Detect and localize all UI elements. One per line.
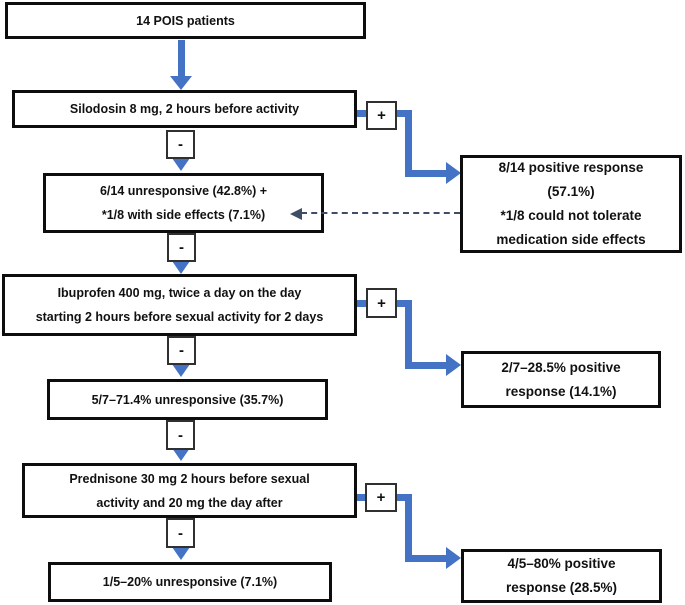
arrow-down-icon <box>172 448 190 461</box>
arrow-down-icon <box>172 364 190 377</box>
minus-label-silodosin-unresponsive: - <box>167 233 196 262</box>
arrow-down-icon <box>172 261 190 274</box>
node-silodosin: Silodosin 8 mg, 2 hours before activity <box>12 90 357 128</box>
arrow-down-icon <box>170 76 192 90</box>
elbow-arrow-segment <box>405 494 412 562</box>
plus-label-ibuprofen: + <box>366 288 397 318</box>
arrow-right-icon <box>446 162 461 184</box>
minus-label-prednisone: - <box>166 518 195 548</box>
node-prednisone: Prednisone 30 mg 2 hours before sexual a… <box>22 463 357 518</box>
plus-label-silodosin: + <box>366 101 397 130</box>
node-silodosin-unresponsive: 6/14 unresponsive (42.8%) + *1/8 with si… <box>43 173 324 233</box>
arrow-down-icon <box>172 158 190 171</box>
node-prednisone-unresponsive: 1/5–20% unresponsive (7.1%) <box>48 562 332 602</box>
elbow-arrow-segment <box>405 555 447 562</box>
elbow-arrow-segment <box>405 362 447 369</box>
elbow-arrow-segment <box>405 110 412 177</box>
arrow-right-icon <box>446 547 461 569</box>
arrow-down-icon <box>172 547 190 560</box>
node-14-pois-patients: 14 POIS patients <box>5 2 366 39</box>
elbow-arrow-segment <box>405 170 447 177</box>
arrow-right-icon <box>446 354 461 376</box>
node-prednisone-positive-response: 4/5–80% positive response (28.5%) <box>461 549 662 603</box>
elbow-arrow-segment <box>405 300 412 369</box>
arrow-down-shaft <box>178 40 185 77</box>
node-ibuprofen-unresponsive: 5/7–71.4% unresponsive (35.7%) <box>47 379 328 420</box>
minus-label-ibuprofen: - <box>167 336 196 365</box>
dashed-arrow-line <box>301 212 460 214</box>
minus-label-ibuprofen-unresponsive: - <box>166 420 195 450</box>
minus-label-silodosin: - <box>166 130 195 159</box>
dashed-arrow-left-icon <box>290 208 302 220</box>
plus-label-prednisone: + <box>365 483 397 512</box>
node-silodosin-positive-response: 8/14 positive response (57.1%) *1/8 coul… <box>460 155 682 253</box>
node-ibuprofen-positive-response: 2/7–28.5% positive response (14.1%) <box>461 351 661 408</box>
node-ibuprofen: Ibuprofen 400 mg, twice a day on the day… <box>2 274 357 336</box>
